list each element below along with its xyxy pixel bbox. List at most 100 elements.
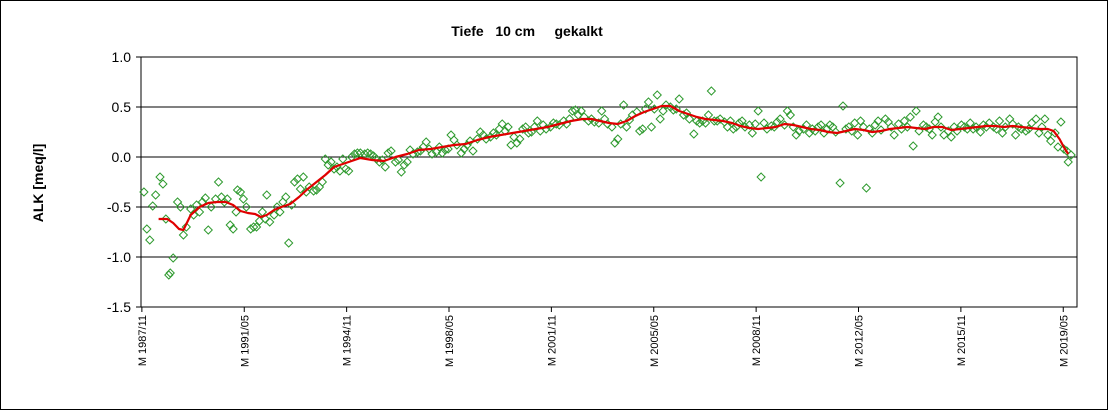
x-tick-label: M 2012/05 <box>854 315 866 367</box>
x-tick-label: M 1987/11 <box>137 315 149 366</box>
scatter-point <box>725 116 736 126</box>
scatter-point <box>886 122 896 132</box>
scatter-point <box>459 144 469 154</box>
scatter-point <box>816 120 826 130</box>
scatter-point <box>703 110 714 120</box>
scatter-point <box>329 164 339 174</box>
x-tick-label: M 2019/05 <box>1058 315 1070 367</box>
scatter-point <box>766 121 777 131</box>
scatter-point <box>228 224 238 234</box>
x-axis-ticks: M 1987/11 M 1991/05 M 1994/11 M 1998/05 M 20… <box>137 307 1070 367</box>
scatter-point <box>652 90 662 100</box>
scatter-point <box>728 124 739 134</box>
scatter-point <box>456 148 466 158</box>
scatter-point <box>145 235 155 245</box>
scatter-point <box>785 110 796 120</box>
scatter-point <box>994 116 1005 126</box>
scatter-point <box>383 148 393 158</box>
scatter-point <box>203 225 213 235</box>
scatter-point <box>1037 122 1047 132</box>
scatter-point <box>949 122 959 132</box>
scatter-point <box>275 207 285 217</box>
scatter-point <box>497 119 507 129</box>
scatter-point <box>864 124 875 134</box>
scatter-point <box>939 130 949 140</box>
scatter-point <box>880 114 891 124</box>
scatter-point <box>883 117 894 127</box>
scatter-point <box>1056 117 1066 127</box>
scatter-point <box>446 130 456 140</box>
scatter-point <box>830 127 841 137</box>
scatter-point <box>235 187 246 197</box>
scatter-point <box>320 154 330 164</box>
scatter-point <box>248 222 259 232</box>
scatter-point <box>529 122 540 132</box>
scatter-point <box>390 157 401 167</box>
scatter-point <box>655 114 665 124</box>
scatter-point <box>1040 114 1050 124</box>
x-tick-label: M 2015/11 <box>956 315 968 366</box>
scatter-point <box>876 125 886 135</box>
scatter-point <box>150 190 161 200</box>
scatter-point <box>835 178 845 188</box>
scatter-point <box>933 112 943 122</box>
scatter-point <box>1034 128 1044 138</box>
scatter-point <box>139 187 149 197</box>
scatter-point <box>646 122 657 132</box>
scatter-point <box>991 124 1002 134</box>
scatter-point <box>870 120 880 130</box>
scatter-point <box>905 112 915 122</box>
scatter-point <box>503 122 513 132</box>
scatter-series <box>139 86 1076 280</box>
scatter-point <box>576 106 586 116</box>
scatter-point <box>491 130 502 140</box>
scatter-point <box>838 101 848 111</box>
scatter-point <box>700 118 711 128</box>
scatter-point <box>946 132 956 142</box>
y-tick-label: 0.5 <box>112 99 132 115</box>
y-tick-label: 1.0 <box>112 49 132 65</box>
scatter-point <box>794 126 804 136</box>
scatter-point <box>684 114 695 124</box>
scatter-point <box>512 138 522 148</box>
y-tick-label: -0.5 <box>107 199 131 215</box>
scatter-point <box>468 146 478 156</box>
scatter-point <box>661 100 671 110</box>
scatter-point <box>936 122 946 132</box>
scatter-point <box>295 184 306 194</box>
scatter-point <box>997 128 1008 138</box>
scatter-point <box>548 118 559 128</box>
scatter-point <box>610 138 620 148</box>
scatter-point <box>393 155 404 165</box>
scatter-point <box>402 157 412 167</box>
scatter-point <box>518 124 528 134</box>
scatter-point <box>1045 136 1056 146</box>
scatter-point <box>1021 126 1031 136</box>
scatter-point <box>449 135 459 145</box>
scatter-point <box>643 97 654 107</box>
x-tick-label: M 2008/11 <box>751 315 763 366</box>
scatter-point <box>284 238 294 248</box>
scatter-point <box>164 270 174 280</box>
scatter-point <box>873 116 883 126</box>
scatter-point <box>689 129 699 139</box>
scatter-point <box>852 130 863 140</box>
scatter-point <box>747 128 758 138</box>
scatter-point <box>911 106 921 116</box>
scatter-point <box>637 124 648 134</box>
scatter-point <box>168 253 178 263</box>
x-tick-label: M 1991/05 <box>239 315 251 367</box>
scatter-point <box>178 230 189 240</box>
scatter-point <box>775 114 785 124</box>
scatter-point <box>515 134 525 144</box>
scatter-point <box>155 172 165 182</box>
scatter-point <box>289 177 300 187</box>
scatter-point <box>343 166 354 176</box>
scatter-point <box>908 141 918 151</box>
scatter-point <box>674 94 684 104</box>
scatter-point <box>532 116 543 126</box>
scatter-point <box>971 122 981 132</box>
y-tick-label: -1.5 <box>107 299 131 315</box>
scatter-point <box>175 202 186 212</box>
scatter-point <box>607 122 617 132</box>
